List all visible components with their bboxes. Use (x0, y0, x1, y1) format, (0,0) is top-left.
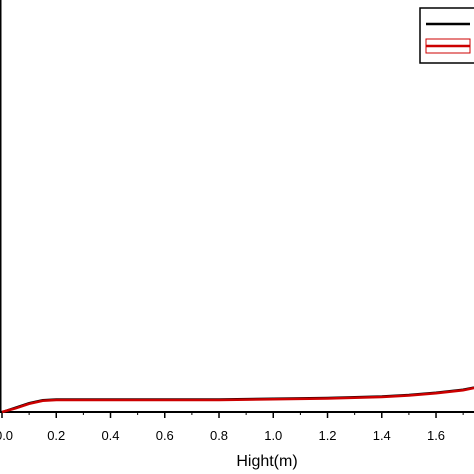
x-tick-label: 0.6 (156, 428, 174, 443)
plot-area: 0.0 0.2 0.4 0.6 0.8 1.0 1.2 1.4 1.6 (0, 0, 474, 443)
series-layer (1, 386, 474, 414)
x-axis-title: Hight(m) (236, 453, 297, 470)
x-tick-label: 1.6 (427, 428, 445, 443)
x-tick-label: 0.2 (47, 428, 65, 443)
legend-items (425, 22, 471, 54)
series-line-2 (1, 386, 474, 414)
x-tick-label: 0.8 (210, 428, 228, 443)
x-tick-label: 1.2 (318, 428, 336, 443)
x-axis-ticks: 0.0 0.2 0.4 0.6 0.8 1.0 1.2 1.4 1.6 (0, 412, 464, 443)
x-tick-label: 1.4 (373, 428, 391, 443)
x-tick-label: 0.4 (101, 428, 119, 443)
legend-box (419, 7, 474, 64)
legend (419, 7, 474, 64)
x-tick-label: 1.0 (264, 428, 282, 443)
x-tick-label: 0.0 (0, 428, 13, 443)
